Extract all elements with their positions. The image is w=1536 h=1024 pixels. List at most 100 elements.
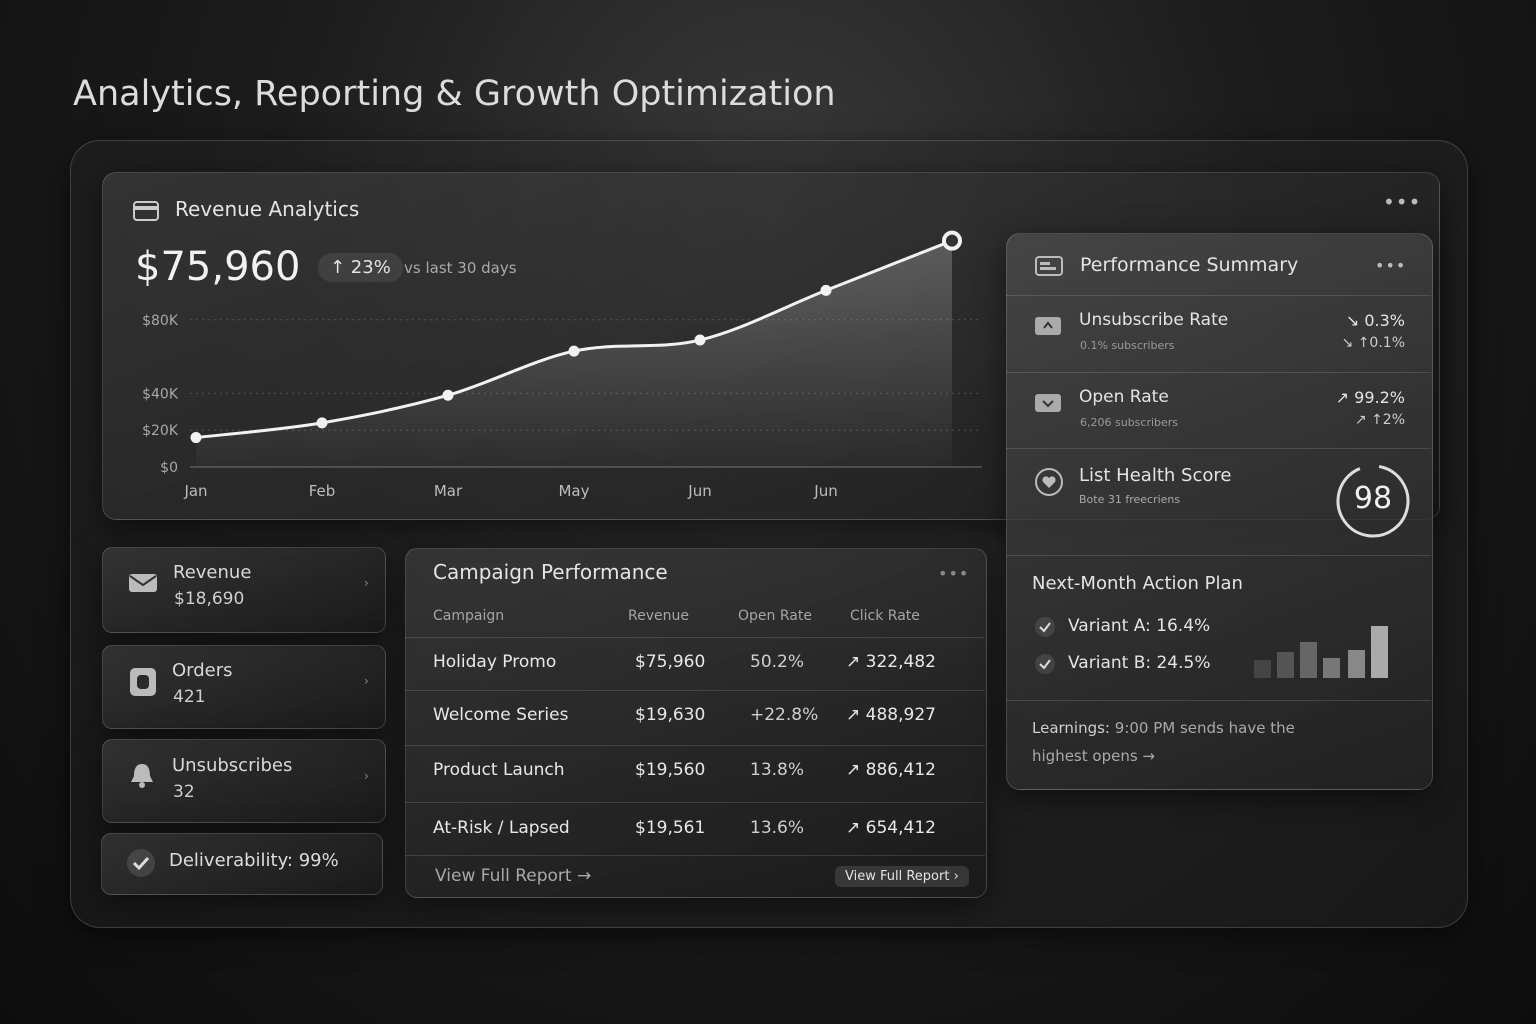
point xyxy=(820,284,832,296)
point xyxy=(942,230,962,251)
item-value: ↗ 99.2% xyxy=(1335,388,1405,407)
item-label: Unsubscribe Rate xyxy=(1079,310,1229,330)
learnings-label: Learnings: xyxy=(1032,719,1110,737)
card-title: Revenue Analytics xyxy=(175,197,360,221)
table-cell: $75,960 xyxy=(635,652,706,672)
row-separator xyxy=(405,802,985,803)
summary-icon xyxy=(1035,256,1063,276)
stat-label: Unsubscribes xyxy=(172,755,293,776)
item-icon xyxy=(1035,317,1061,335)
chevron[interactable]: › xyxy=(364,674,369,688)
change-pill: ↑ 23% xyxy=(318,253,403,282)
more-menu[interactable]: ••• xyxy=(1375,256,1407,275)
separator xyxy=(1006,448,1431,449)
x-tick-label: Jan xyxy=(183,482,207,500)
item-icon xyxy=(1035,394,1061,412)
table-cell: 50.2% xyxy=(750,652,805,672)
card-title: Performance Summary xyxy=(1080,254,1299,276)
separator xyxy=(1006,700,1431,701)
report-button[interactable]: View Full Report › xyxy=(835,866,969,887)
row-separator xyxy=(405,855,985,856)
stat-value: 32 xyxy=(173,782,195,802)
point xyxy=(316,417,328,429)
item-value: ↘ 0.3% xyxy=(1345,311,1405,330)
separator xyxy=(1006,295,1431,296)
mail-icon xyxy=(129,574,157,592)
health-label: List Health Score xyxy=(1079,465,1232,486)
more-menu[interactable]: ••• xyxy=(1383,190,1422,214)
row-separator xyxy=(405,745,985,746)
x-tick-label: Mar xyxy=(434,482,463,500)
table-cell: ↗ 488,927 xyxy=(846,705,936,725)
table-cell: ↗ 322,482 xyxy=(846,652,936,672)
y-tick-label: $0 xyxy=(160,460,178,476)
check-icon xyxy=(127,849,155,877)
y-tick-label: $80K xyxy=(142,313,179,329)
variant: Variant A: 16.4% xyxy=(1068,616,1211,636)
bell-icon xyxy=(131,764,153,788)
table-cell: At-Risk / Lapsed xyxy=(433,818,570,838)
y-tick-label: $20K xyxy=(142,423,179,439)
card-title: Campaign Performance xyxy=(433,560,668,584)
stat-label: Orders xyxy=(172,660,233,681)
learnings-text: 9:00 PM sends have the highest opens → xyxy=(1032,719,1295,765)
item-label: Open Rate xyxy=(1079,387,1169,407)
footer-link[interactable]: View Full Report → xyxy=(435,866,592,886)
revenue-total: $75,960 xyxy=(135,244,301,290)
table-cell: $19,630 xyxy=(635,705,706,725)
row-separator xyxy=(405,690,985,691)
more-menu[interactable]: ••• xyxy=(938,564,970,583)
item-sub: 0.1% subscribers xyxy=(1080,339,1175,352)
table-cell: 13.6% xyxy=(750,818,805,838)
variant: Variant B: 24.5% xyxy=(1068,653,1211,673)
heart-icon xyxy=(1035,468,1063,496)
point xyxy=(568,345,580,357)
table-cell: Welcome Series xyxy=(433,705,569,725)
page-title: Analytics, Reporting & Growth Optimizati… xyxy=(73,74,836,114)
stat-label: Revenue xyxy=(173,562,252,583)
row-separator xyxy=(405,637,985,638)
separator xyxy=(1006,372,1431,373)
separator xyxy=(1006,555,1431,556)
point xyxy=(442,389,454,401)
stat-value: 421 xyxy=(173,687,206,707)
table-cell: ↗ 654,412 xyxy=(846,818,936,838)
point xyxy=(190,432,202,444)
column-header: Campaign xyxy=(433,608,505,624)
table-cell: Product Launch xyxy=(433,760,565,780)
x-tick-label: Jun xyxy=(687,482,711,500)
table-cell: $19,560 xyxy=(635,760,706,780)
summary-card xyxy=(1006,233,1433,790)
change-note: vs last 30 days xyxy=(404,259,517,277)
deliverability-card xyxy=(101,833,383,895)
x-tick-label: May xyxy=(558,482,589,500)
stat-value: $18,690 xyxy=(174,589,245,609)
bag-icon xyxy=(130,668,156,696)
chevron[interactable]: › xyxy=(364,576,369,590)
table-cell: +22.8% xyxy=(750,705,819,725)
campaign-card xyxy=(405,548,987,898)
y-tick-label: $40K xyxy=(142,386,179,402)
revenue-icon xyxy=(133,201,159,221)
column-header: Revenue xyxy=(628,608,689,624)
health-score: 98 xyxy=(1353,481,1393,516)
table-cell: 13.8% xyxy=(750,760,805,780)
deliverability: Deliverability: 99% xyxy=(169,850,339,871)
item-sub: 6,206 subscribers xyxy=(1080,416,1179,429)
table-cell: Holiday Promo xyxy=(433,652,557,672)
table-cell: $19,561 xyxy=(635,818,706,838)
item-change: ↘ ↑0.1% xyxy=(1341,335,1405,351)
action-plan-title: Next-Month Action Plan xyxy=(1032,573,1243,594)
column-header: Open Rate xyxy=(738,608,812,624)
learnings: Learnings: 9:00 PM sends have the highes… xyxy=(1032,714,1342,770)
x-tick-label: Jun xyxy=(813,482,837,500)
column-header: Click Rate xyxy=(850,608,920,624)
x-tick-label: Feb xyxy=(309,482,336,500)
table-cell: ↗ 886,412 xyxy=(846,760,936,780)
health-sub: Bote 31 freecriens xyxy=(1079,493,1181,506)
item-change: ↗ ↑2% xyxy=(1354,412,1405,428)
chevron[interactable]: › xyxy=(364,769,369,783)
mini-bars xyxy=(1254,626,1388,678)
